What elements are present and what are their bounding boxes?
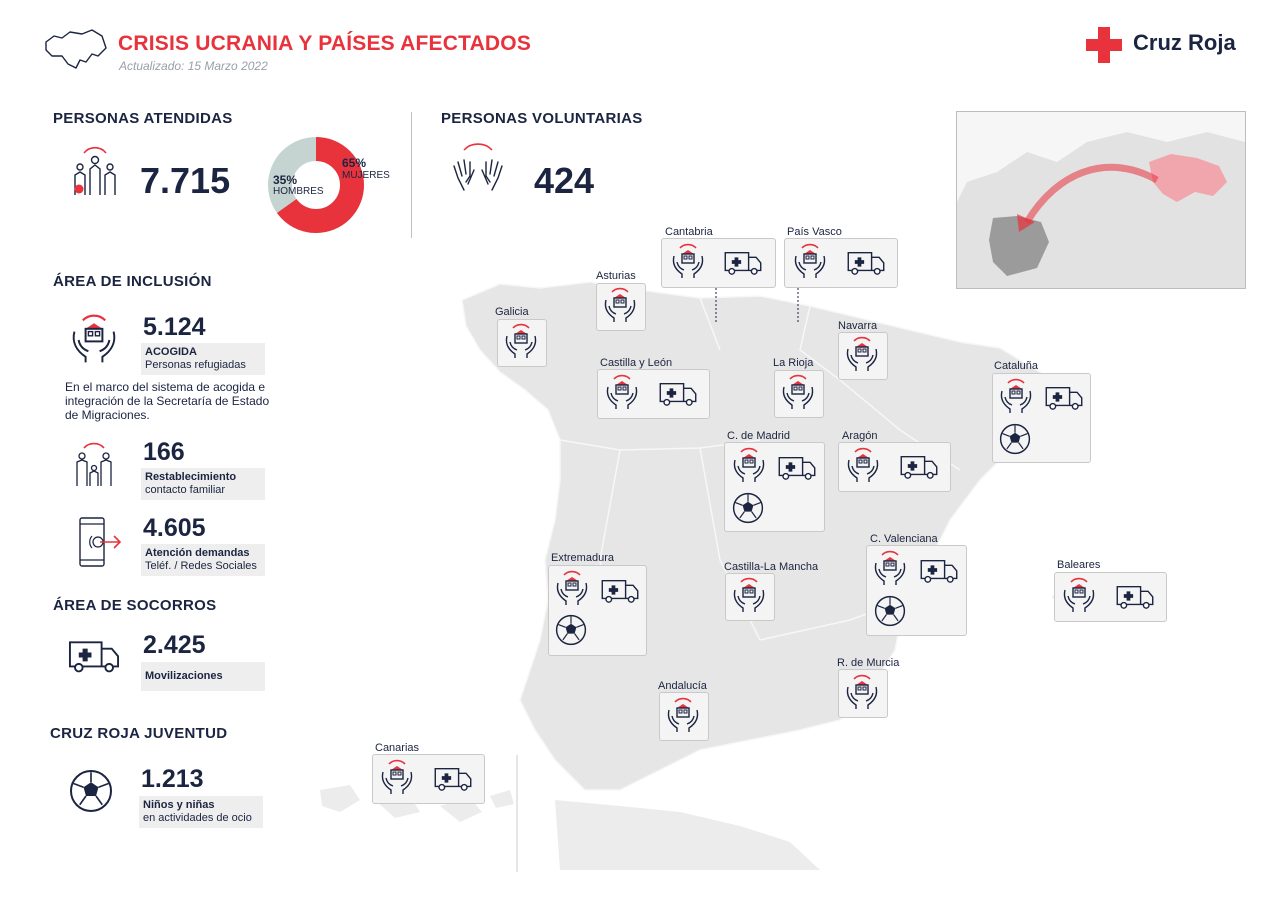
restablecimiento-label: Restablecimiento xyxy=(145,471,237,483)
house-hands-icon xyxy=(790,242,830,282)
phone-icon xyxy=(74,514,126,575)
ukraine-outline-icon xyxy=(42,26,110,79)
socorros-label-box: Movilizaciones xyxy=(141,662,265,691)
restablecimiento-sub: contacto familiar xyxy=(145,484,226,496)
family-icon xyxy=(70,440,118,495)
region-box-la-rioja xyxy=(774,370,824,418)
juventud-value: 1.213 xyxy=(141,765,204,793)
ambulance-icon xyxy=(432,764,474,792)
region-label: C. Valenciana xyxy=(870,533,938,545)
soccer-ball-icon xyxy=(997,421,1033,457)
page-title: CRISIS UCRANIA Y PAÍSES AFECTADOS xyxy=(118,32,532,55)
ambulance-icon xyxy=(1114,582,1156,610)
raised-hands-icon xyxy=(446,140,510,203)
house-hands-icon xyxy=(842,673,882,713)
voluntarias-heading: PERSONAS VOLUNTARIAS xyxy=(441,110,643,127)
region-label: Andalucía xyxy=(658,680,707,692)
atencion-sub: Teléf. / Redes Sociales xyxy=(145,560,257,572)
soccer-ball-icon xyxy=(730,490,766,526)
house-hands-icon xyxy=(843,446,883,486)
ambulance-icon xyxy=(918,556,960,584)
acogida-sub: Personas refugiadas xyxy=(145,359,246,371)
region-label: Baleares xyxy=(1057,559,1101,571)
house-hands-icon xyxy=(870,549,910,589)
donut-men-pct: 35% xyxy=(273,173,298,187)
updated-date: Actualizado: 15 Marzo 2022 xyxy=(119,59,268,73)
house-hands-icon xyxy=(552,569,592,609)
region-label: Castilla-La Mancha xyxy=(724,561,819,573)
atencion-value: 4.605 xyxy=(143,514,206,542)
restablecimiento-value: 166 xyxy=(143,438,185,466)
region-label: Cataluña xyxy=(994,360,1039,372)
region-label: Canarias xyxy=(375,742,420,754)
house-hands-icon xyxy=(668,242,708,282)
house-hands-icon xyxy=(1059,576,1099,616)
acogida-note: En el marco del sistema de acogida e int… xyxy=(65,380,270,422)
region-box-extremadura xyxy=(548,565,647,656)
ambulance-icon xyxy=(845,248,887,276)
juventud-label-box: Niños y niñas en actividades de ocio xyxy=(139,796,263,828)
house-hands-icon xyxy=(602,373,642,413)
gender-donut-chart xyxy=(268,137,364,238)
soccer-ball-icon xyxy=(872,593,908,629)
house-hands-icon xyxy=(501,322,541,362)
socorros-value: 2.425 xyxy=(143,631,206,659)
people-group-icon xyxy=(66,143,124,206)
inclusion-heading: ÁREA DE INCLUSIÓN xyxy=(53,273,212,290)
region-box-murcia xyxy=(838,669,888,718)
region-label: C. de Madrid xyxy=(727,430,790,442)
house-hands-icon xyxy=(729,576,769,616)
acogida-label: ACOGIDA xyxy=(145,346,197,358)
europe-inset-map xyxy=(956,111,1246,289)
region-label: Galicia xyxy=(495,306,529,318)
restablecimiento-label-box: Restablecimiento contacto familiar xyxy=(141,468,265,500)
house-hands-icon xyxy=(996,377,1036,417)
juventud-heading: CRUZ ROJA JUVENTUD xyxy=(50,725,228,742)
socorros-heading: ÁREA DE SOCORROS xyxy=(53,597,217,614)
vertical-divider xyxy=(411,112,412,238)
region-label: Navarra xyxy=(838,320,878,332)
region-box-cataluna xyxy=(992,373,1091,463)
donut-women-text: MUJERES xyxy=(342,170,390,181)
region-label: Aragón xyxy=(842,430,878,442)
soccer-ball-icon xyxy=(553,612,589,648)
house-hands-icon xyxy=(663,696,703,736)
brand-name: Cruz Roja xyxy=(1133,30,1236,55)
atencion-label-box: Atención demandas Teléf. / Redes Sociale… xyxy=(141,544,265,576)
ambulance-icon xyxy=(599,576,641,604)
ambulance-icon xyxy=(776,453,818,481)
ambulance-icon xyxy=(1043,383,1085,411)
juventud-sub: en actividades de ocio xyxy=(143,812,252,824)
region-label: R. de Murcia xyxy=(837,657,900,669)
house-hands-icon xyxy=(729,446,769,486)
acogida-label-box: ACOGIDA Personas refugiadas xyxy=(141,343,265,375)
atendidas-heading: PERSONAS ATENDIDAS xyxy=(53,110,233,127)
donut-women-pct: 65% xyxy=(342,156,367,170)
ambulance-icon xyxy=(722,248,764,276)
acogida-value: 5.124 xyxy=(143,313,206,341)
region-label: Cantabria xyxy=(665,226,713,238)
ambulance-icon xyxy=(898,452,940,480)
red-cross-logo-icon xyxy=(1086,27,1122,68)
house-hands-icon xyxy=(600,286,640,326)
house-hands-icon xyxy=(778,373,818,413)
voluntarias-total: 424 xyxy=(534,160,595,201)
region-box-valenciana xyxy=(866,545,967,636)
house-hands-icon xyxy=(377,758,417,798)
region-label: Asturias xyxy=(596,270,636,282)
atendidas-total: 7.715 xyxy=(140,160,231,201)
region-label: País Vasco xyxy=(787,226,842,238)
region-label: La Rioja xyxy=(773,357,814,369)
house-hands-icon xyxy=(842,335,882,375)
ambulance-icon xyxy=(657,379,699,407)
donut-men-text: HOMBRES xyxy=(273,186,324,197)
atencion-label: Atención demandas xyxy=(145,547,250,559)
socorros-label: Movilizaciones xyxy=(145,670,223,682)
region-label: Extremadura xyxy=(551,552,614,564)
juventud-label: Niños y niñas xyxy=(143,799,215,811)
region-box-cantabria xyxy=(661,238,776,288)
region-label: Castilla y León xyxy=(600,357,673,369)
